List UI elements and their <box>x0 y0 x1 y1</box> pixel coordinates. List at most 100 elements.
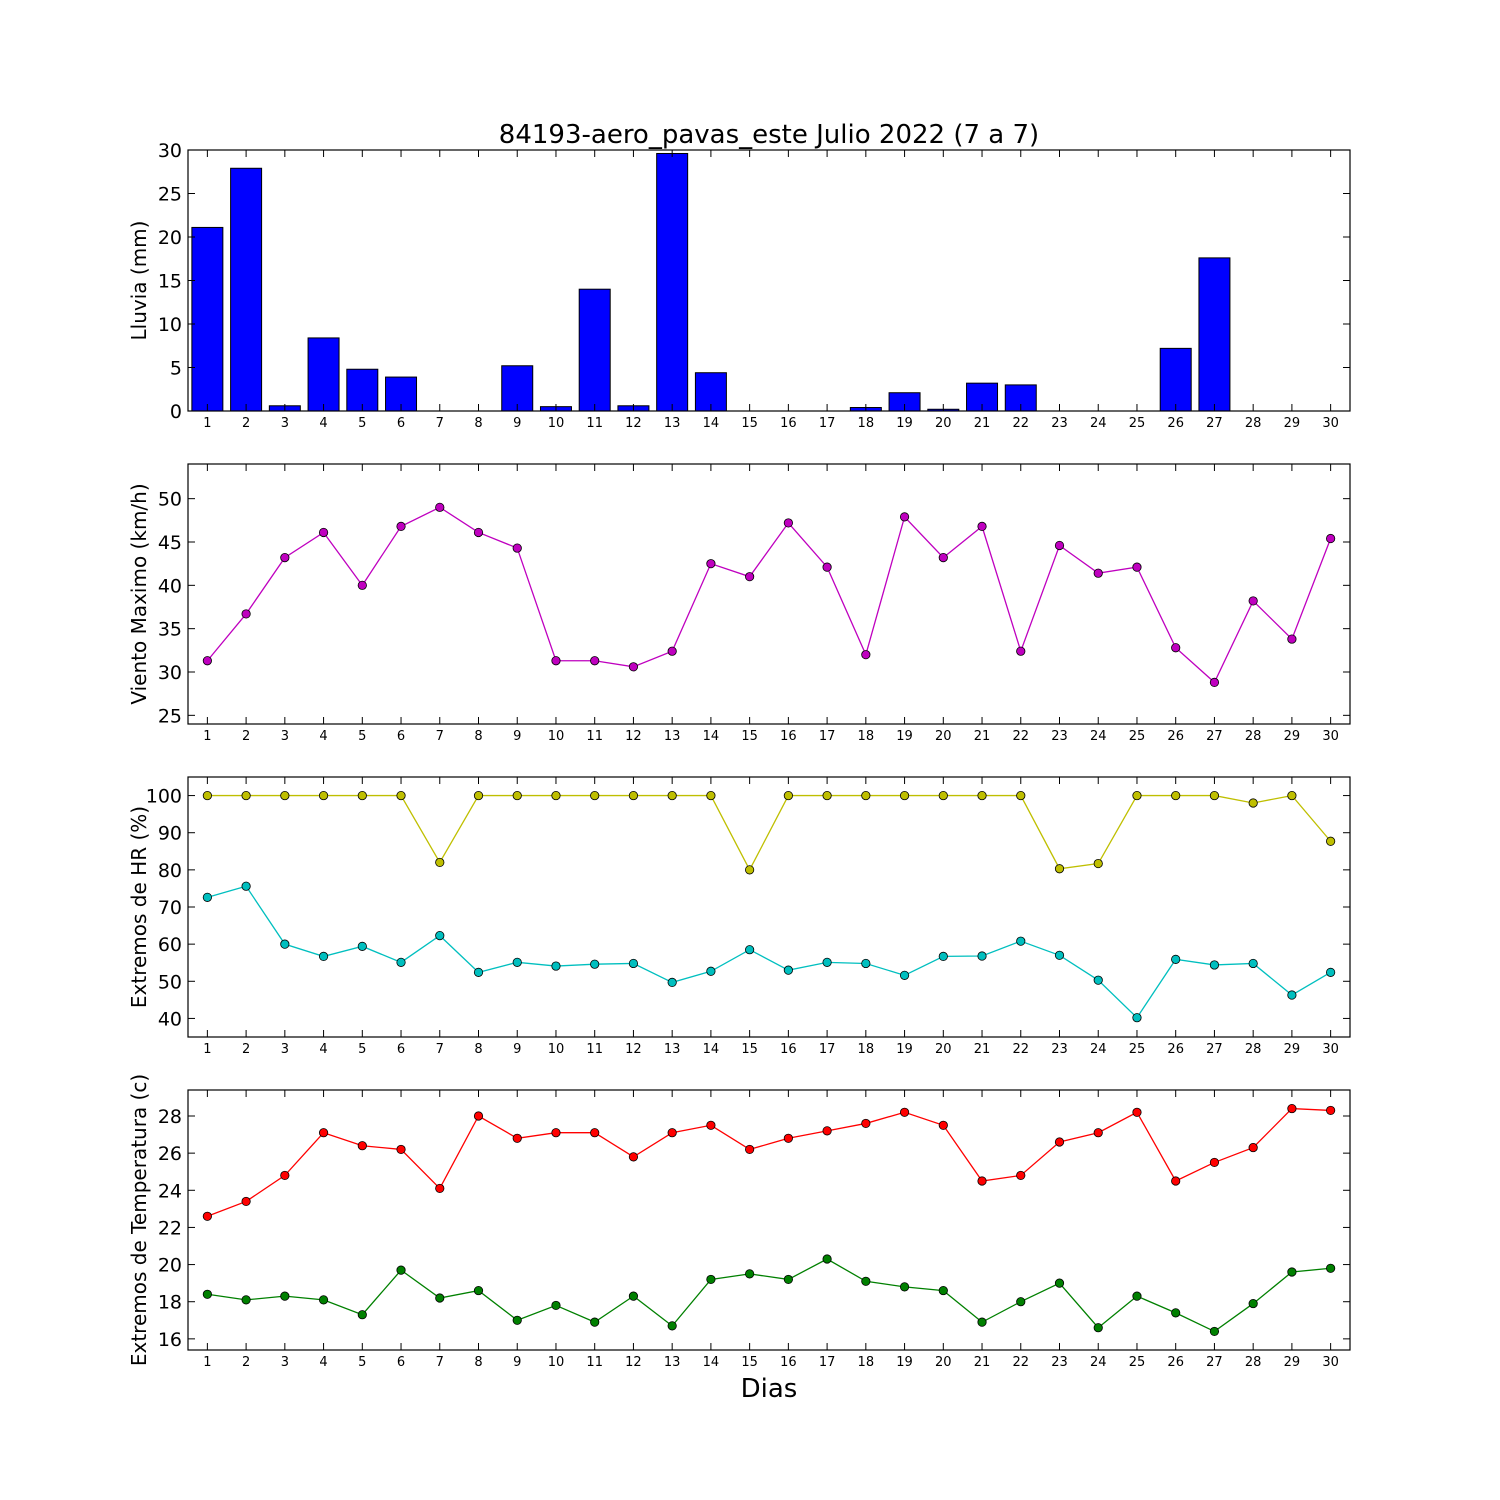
x-tick-label: 21 <box>974 1355 991 1370</box>
data-point <box>318 790 329 801</box>
x-tick-label: 11 <box>586 416 603 431</box>
x-tick-label: 13 <box>664 1355 681 1370</box>
x-axis-label: Dias <box>741 1374 798 1404</box>
data-point <box>899 970 910 980</box>
data-point <box>861 1118 871 1129</box>
x-tick-label: 20 <box>935 1042 952 1057</box>
data-point <box>1093 568 1103 578</box>
x-tick-label: 18 <box>858 416 875 431</box>
data-point <box>861 650 871 660</box>
data-point <box>822 562 832 572</box>
y-tick-label: 70 <box>158 897 182 919</box>
data-point <box>899 790 910 801</box>
data-point <box>1054 864 1065 874</box>
x-tick-label: 23 <box>1051 1042 1068 1057</box>
rain-bar <box>230 167 263 412</box>
rain-bar <box>191 226 224 412</box>
data-point <box>745 1144 755 1155</box>
data-point <box>1171 1308 1181 1318</box>
data-point <box>1093 1323 1103 1333</box>
data-point <box>1132 1291 1142 1301</box>
data-point <box>977 951 987 961</box>
data-point <box>396 790 406 801</box>
data-point <box>1248 958 1258 969</box>
y-tick-label: 20 <box>158 227 182 249</box>
x-tick-label: 26 <box>1167 1042 1184 1057</box>
x-tick-label: 22 <box>1012 1355 1029 1370</box>
data-point <box>861 790 871 801</box>
x-tick-label: 30 <box>1322 1042 1339 1057</box>
data-point <box>899 512 910 522</box>
y-tick-label: 90 <box>158 823 182 845</box>
x-tick-label: 29 <box>1284 1355 1301 1370</box>
data-point <box>745 945 755 955</box>
x-tick-label: 2 <box>242 1042 250 1057</box>
data-point <box>899 1107 910 1117</box>
data-point <box>202 656 212 666</box>
data-point <box>1326 967 1336 977</box>
y-tick-label: 45 <box>158 532 182 554</box>
data-point <box>1209 790 1220 801</box>
x-tick-label: 2 <box>242 729 250 744</box>
x-tick-label: 1 <box>203 416 211 431</box>
data-point <box>202 1211 212 1221</box>
data-point <box>512 1133 522 1143</box>
x-tick-label: 15 <box>741 416 758 431</box>
x-tick-label: 11 <box>586 729 603 744</box>
x-tick-label: 25 <box>1129 729 1146 744</box>
data-point <box>1326 1263 1336 1273</box>
plot-frame <box>187 463 1351 725</box>
data-point <box>241 1196 251 1207</box>
x-tick-label: 4 <box>319 1355 327 1370</box>
series-line <box>207 885 1331 1019</box>
data-point <box>822 1254 832 1264</box>
y-tick-label: 22 <box>158 1217 182 1239</box>
series-line <box>206 506 1332 684</box>
x-tick-label: 9 <box>513 729 521 744</box>
data-point <box>1248 798 1258 808</box>
data-point <box>280 1170 290 1181</box>
data-point <box>745 865 755 875</box>
data-point <box>590 959 600 969</box>
x-tick-label: 5 <box>358 1042 366 1057</box>
data-point <box>667 790 677 801</box>
data-point <box>512 957 522 967</box>
data-point <box>628 1152 639 1162</box>
x-tick-label: 26 <box>1167 1355 1184 1370</box>
data-point <box>1016 1297 1026 1307</box>
data-point <box>551 1300 561 1311</box>
y-tick-label: 15 <box>158 271 182 293</box>
data-point <box>899 1282 910 1292</box>
data-point <box>1209 960 1220 970</box>
data-point <box>1248 1142 1258 1153</box>
data-point <box>1054 950 1065 960</box>
x-tick-label: 19 <box>896 1355 913 1370</box>
x-tick-label: 8 <box>474 1355 482 1370</box>
x-tick-label: 17 <box>819 729 836 744</box>
x-tick-label: 12 <box>625 729 642 744</box>
y-tick-label: 50 <box>158 489 182 511</box>
x-tick-label: 9 <box>513 416 521 431</box>
y-tick-label: 20 <box>158 1255 182 1277</box>
data-point <box>435 502 445 512</box>
series-line <box>207 794 1332 872</box>
x-tick-label: 5 <box>358 1355 366 1370</box>
data-point <box>357 790 367 801</box>
x-tick-label: 17 <box>819 1042 836 1057</box>
data-point <box>318 1128 329 1138</box>
x-tick-label: 30 <box>1322 729 1339 744</box>
data-point <box>977 790 987 801</box>
x-tick-label: 5 <box>358 729 366 744</box>
x-tick-label: 29 <box>1284 416 1301 431</box>
data-point <box>1093 858 1103 869</box>
data-point <box>318 951 329 962</box>
y-tick-label: 80 <box>158 860 182 882</box>
data-point <box>745 572 755 582</box>
data-point <box>783 1133 793 1143</box>
data-point <box>938 1285 948 1296</box>
data-point <box>1054 1137 1065 1147</box>
data-point <box>1248 596 1258 606</box>
y-tick-label: 24 <box>158 1180 182 1202</box>
x-tick-label: 17 <box>819 416 836 431</box>
